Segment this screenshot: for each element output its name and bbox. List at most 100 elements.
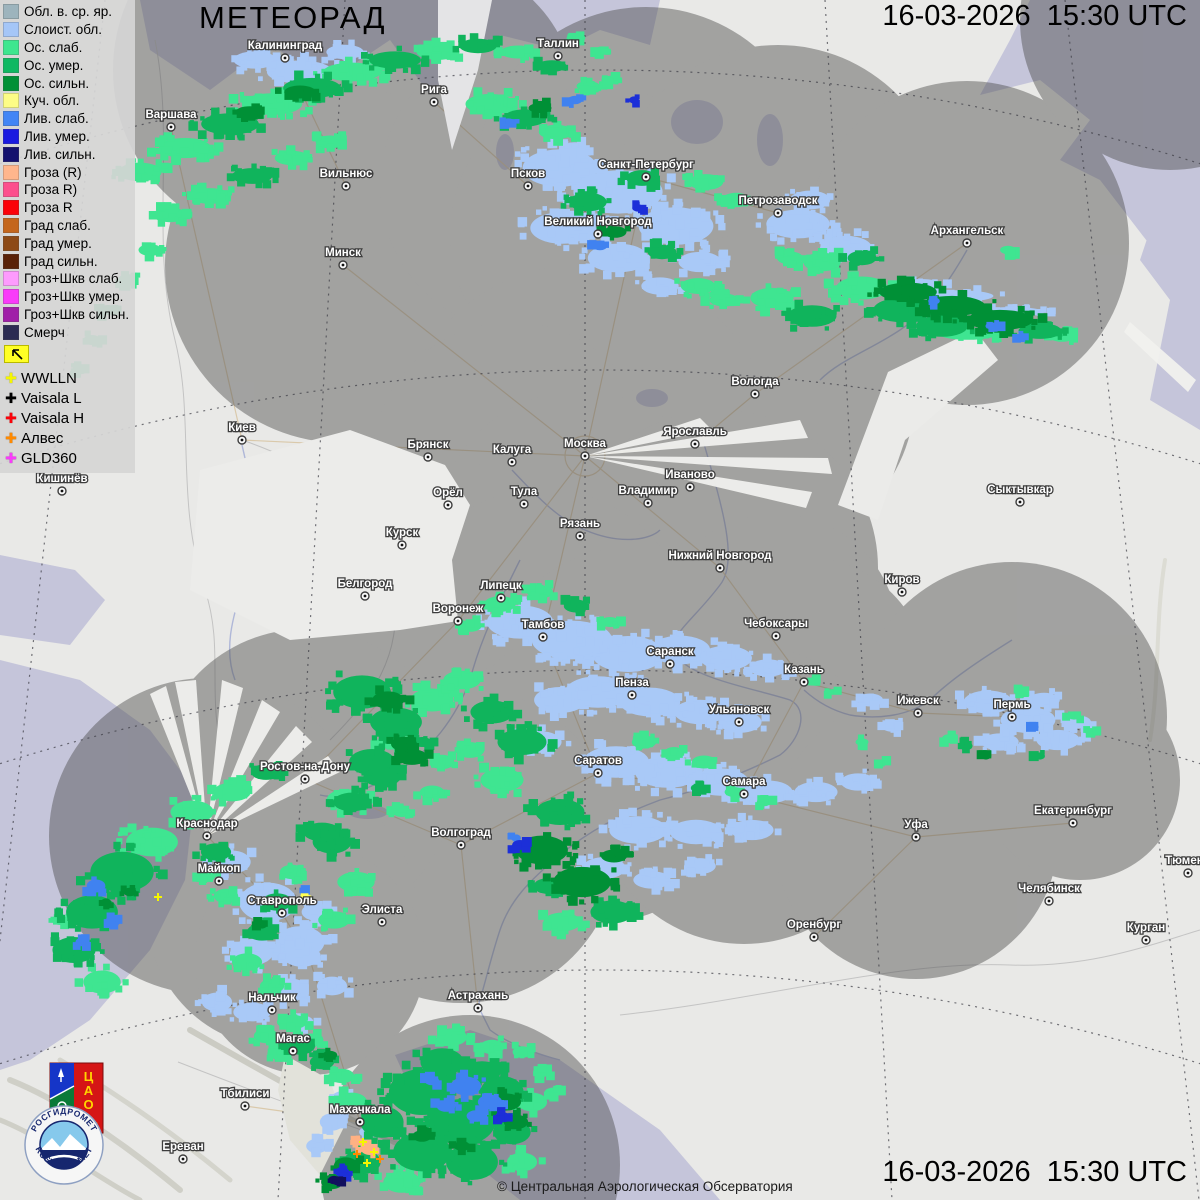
roshydromet-logo: РОСГИДРОМЕТ ROSHYDROMET (24, 1105, 104, 1185)
legend-row: Град умер. (3, 234, 129, 252)
lightning-network-label: Алвес (21, 430, 64, 448)
legend-row: Ос. умер. (3, 56, 129, 74)
city-label: Таллин (537, 38, 579, 50)
city-label: Уфа (904, 819, 928, 831)
city-label: Челябинск (1018, 883, 1080, 895)
legend-row: Гроза R) (3, 181, 129, 199)
legend-label: Слоист. обл. (24, 22, 103, 38)
lightning-strike-icon (363, 1159, 371, 1167)
city-label: Петрозаводск (738, 195, 817, 207)
city-label: Калининград (248, 40, 323, 52)
precipitation-layer (48, 31, 1102, 1196)
legend-swatch (3, 253, 19, 269)
legend-label: Лив. умер. (24, 128, 90, 144)
squall-symbol-row (4, 345, 129, 364)
legend-row: Гроза (R) (3, 163, 129, 181)
lightning-strike-icon (359, 1138, 367, 1146)
city-label: Махачкала (329, 1104, 391, 1116)
city-label: Архангельск (931, 225, 1004, 237)
cities-layer: Калининград Таллин Варшава Рига Вильнюс Минск… (35, 37, 1200, 1164)
legend-row: Град сильн. (3, 252, 129, 270)
legend-row: Ос. сильн. (3, 74, 129, 92)
city-label: Кишинёв (36, 473, 87, 485)
city-label: Волгоград (431, 827, 491, 839)
lightning-strike-markers (154, 893, 384, 1167)
timestamp-top: 16-03-2026 15:30 UTC (882, 0, 1187, 32)
lightning-legend: ✚ WWLLN ✚ Vaisala L ✚ Vaisala H ✚ Алвес ✚ GLD360 (3, 369, 129, 469)
legend-label: Гроз+Шкв умер. (24, 289, 124, 305)
legend-label: Ос. слаб. (24, 39, 83, 55)
page-title: МЕТЕОРАД (199, 0, 387, 35)
lightning-network-label: GLD360 (21, 450, 77, 468)
lightning-cross-icon: ✚ (5, 390, 17, 407)
legend-row: Лив. сильн. (3, 145, 129, 163)
legend-label: Гроза R) (24, 182, 78, 198)
city-label: Владимир (619, 485, 678, 497)
legend-swatch (3, 111, 19, 127)
lightning-cross-icon: ✚ (5, 450, 17, 467)
legend-swatch (3, 200, 19, 216)
city-label: Элиста (362, 904, 403, 916)
city-label: Нижний Новгород (668, 550, 772, 562)
squall-symbol-icon (4, 345, 29, 364)
city-label: Белгород (338, 578, 394, 590)
legend-panel: Обл. в. ср. яр. Слоист. обл. Ос. слаб. Ос. … (0, 0, 136, 473)
lightning-network-label: Vaisala L (21, 390, 82, 408)
legend-label: Смерч (24, 324, 65, 340)
city-label: Ярославль (663, 426, 727, 438)
lightning-cross-icon: ✚ (5, 370, 17, 387)
legend-label: Гроза (R) (24, 164, 82, 180)
lightning-strike-icon (302, 896, 310, 904)
city-label: Ижевск (897, 695, 939, 707)
city-label: Вологда (731, 376, 779, 388)
city-label: Москва (564, 438, 607, 450)
legend-swatch (3, 57, 19, 73)
city-label: Чебоксары (744, 618, 808, 630)
legend-label: Обл. в. ср. яр. (24, 4, 113, 20)
city-label: Калуга (493, 444, 532, 456)
legend-swatch (3, 93, 19, 109)
legend-row: Куч. обл. (3, 92, 129, 110)
city-label: Оренбург (787, 919, 842, 931)
city-label: Тбилиси (220, 1088, 269, 1100)
city-label: Киев (228, 422, 256, 434)
city-label: Иваново (665, 469, 715, 481)
legend-swatch (3, 289, 19, 305)
city-label: Казань (784, 664, 824, 676)
cao-letter: Ц (84, 1069, 94, 1084)
legend-row: Гроз+Шкв слаб. (3, 270, 129, 288)
lightning-strike-icon (376, 1155, 384, 1163)
legend-row: Лив. умер. (3, 128, 129, 146)
timestamp-bottom: 16-03-2026 15:30 UTC (882, 1156, 1187, 1188)
city-label: Ульяновск (709, 704, 770, 716)
legend-row: Гроз+Шкв умер. (3, 288, 129, 306)
city-label: Курган (1127, 922, 1165, 934)
city-label: Липецк (480, 580, 522, 592)
legend-label: Ос. сильн. (24, 75, 90, 91)
legend-row: Гроз+Шкв сильн. (3, 306, 129, 324)
city-label: Орёл (433, 487, 463, 499)
legend-row: Гроза R (3, 199, 129, 217)
city-label: Санкт-Петербург (598, 159, 694, 171)
legend-label: Град умер. (24, 235, 92, 251)
legend-label: Град слаб. (24, 217, 91, 233)
city-label: Вильнюс (320, 168, 373, 180)
city-label: Рязань (560, 518, 600, 530)
city-label: Саранск (646, 646, 694, 658)
legend-label: Ос. умер. (24, 57, 84, 73)
legend-label: Град сильн. (24, 253, 98, 269)
city-label: Ставрополь (247, 895, 317, 907)
legend-items: Обл. в. ср. яр. Слоист. обл. Ос. слаб. Ос. … (3, 3, 129, 341)
lightning-network-row: ✚ Vaisala L (3, 389, 129, 409)
city-label: Астрахань (448, 990, 508, 1002)
city-label: Брянск (408, 439, 449, 451)
lightning-strike-icon (154, 893, 162, 901)
lightning-cross-icon: ✚ (5, 410, 17, 427)
legend-row: Слоист. обл. (3, 21, 129, 39)
lightning-cross-icon: ✚ (5, 430, 17, 447)
legend-swatch (3, 324, 19, 340)
city-label: Краснодар (176, 818, 237, 830)
legend-label: Гроза R (24, 200, 73, 216)
city-label: Киров (884, 574, 919, 586)
